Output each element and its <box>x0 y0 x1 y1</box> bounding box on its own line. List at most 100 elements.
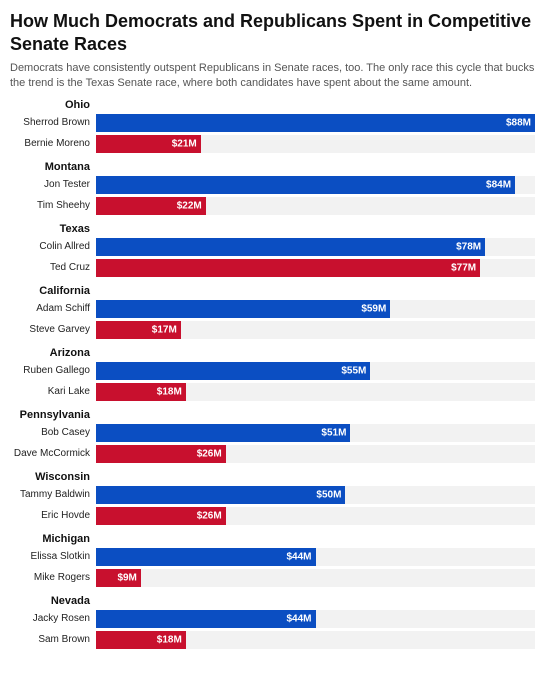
bar-track: $50M <box>96 486 535 504</box>
rep-bar: $17M <box>96 321 181 339</box>
state-name: California <box>10 285 90 297</box>
state-block: TexasColin Allred$78MTed Cruz$77M <box>10 223 535 277</box>
state-block: Wisconsin Tammy Baldwin $50M Eric Hovde $26M <box>10 471 535 525</box>
candidate-name: Tim Sheehy <box>10 200 96 211</box>
state-block: Nevada Jacky Rosen $44M Sam Brown $18M <box>10 595 535 649</box>
state-name: Michigan <box>10 533 90 545</box>
state-block: Arizona Ruben Gallego $55M Kari Lake $18M <box>10 347 535 401</box>
rep-bar: $9M <box>96 569 141 587</box>
bar-row: Ted Cruz $77M <box>10 259 535 277</box>
rep-bar: $26M <box>96 445 226 463</box>
bar-row: Jon Tester $84M <box>10 176 535 194</box>
bar-value: $17M <box>152 324 177 335</box>
senate-spending-chart: OhioSherrod Brown$88MBernie Moreno$21MMo… <box>10 99 535 649</box>
bar-row: Tammy Baldwin $50M <box>10 486 535 504</box>
state-block: Pennsylvania Bob Casey $51M Dave McCormick $… <box>10 409 535 463</box>
dem-bar: $88M <box>96 114 535 132</box>
bar-row: Dave McCormick $26M <box>10 445 535 463</box>
state-name: Pennsylvania <box>10 409 90 421</box>
candidate-name: Kari Lake <box>10 386 96 397</box>
bar-track: $88M <box>96 114 535 132</box>
bar-row: Bernie Moreno $21M <box>10 135 535 153</box>
state-name: Nevada <box>10 595 90 607</box>
bar-row: Adam Schiff$59M <box>10 300 535 318</box>
candidate-name: Jon Tester <box>10 179 96 190</box>
bar-row: Jacky Rosen $44M <box>10 610 535 628</box>
bar-value: $84M <box>486 179 511 190</box>
bar-value: $18M <box>157 386 182 397</box>
rep-bar: $77M <box>96 259 480 277</box>
bar-track: $26M <box>96 445 535 463</box>
bar-track: $18M <box>96 631 535 649</box>
bar-value: $88M <box>506 117 531 128</box>
bar-row: Sherrod Brown $88M <box>10 114 535 132</box>
bar-track: $84M <box>96 176 535 194</box>
candidate-name: Tammy Baldwin <box>10 489 96 500</box>
bar-row: Elissa Slotkin $44M <box>10 548 535 566</box>
bar-value: $50M <box>316 489 341 500</box>
bar-value: $59M <box>361 303 386 314</box>
bar-row: Ruben Gallego $55M <box>10 362 535 380</box>
rep-bar: $18M <box>96 383 186 401</box>
bar-value: $18M <box>157 634 182 645</box>
chart-title: How Much Democrats and Republicans Spent… <box>10 10 535 55</box>
dem-bar: $78M <box>96 238 485 256</box>
dem-bar: $55M <box>96 362 370 380</box>
state-block: Michigan Elissa Slotkin $44M Mike Rogers $9M <box>10 533 535 587</box>
bar-value: $9M <box>117 572 136 583</box>
bar-value: $22M <box>177 200 202 211</box>
candidate-name: Dave McCormick <box>10 448 96 459</box>
bar-row: Sam Brown $18M <box>10 631 535 649</box>
state-name: Arizona <box>10 347 90 359</box>
bar-track: $44M <box>96 610 535 628</box>
bar-track: $18M <box>96 383 535 401</box>
bar-value: $44M <box>286 551 311 562</box>
rep-bar: $22M <box>96 197 206 215</box>
candidate-name: Steve Garvey <box>10 324 96 335</box>
dem-bar: $44M <box>96 548 316 566</box>
state-block: Montana Jon Tester $84M Tim Sheehy $22M <box>10 161 535 215</box>
bar-track: $51M <box>96 424 535 442</box>
rep-bar: $26M <box>96 507 226 525</box>
candidate-name: Colin Allred <box>10 241 96 252</box>
bar-value: $55M <box>341 365 366 376</box>
state-name: Montana <box>10 161 90 173</box>
bar-value: $26M <box>197 448 222 459</box>
candidate-name: Mike Rogers <box>10 572 96 583</box>
state-block: California Adam Schiff$59M Steve Garvey $17… <box>10 285 535 339</box>
bar-row: Steve Garvey $17M <box>10 321 535 339</box>
bar-row: Tim Sheehy $22M <box>10 197 535 215</box>
candidate-name: Jacky Rosen <box>10 613 96 624</box>
dem-bar: $84M <box>96 176 515 194</box>
bar-value: $26M <box>197 510 222 521</box>
candidate-name: Elissa Slotkin <box>10 551 96 562</box>
bar-track: $59M <box>96 300 535 318</box>
bar-value: $51M <box>321 427 346 438</box>
bar-track: $77M <box>96 259 535 277</box>
bar-track: $26M <box>96 507 535 525</box>
bar-row: Eric Hovde $26M <box>10 507 535 525</box>
dem-bar: $50M <box>96 486 345 504</box>
bar-value: $21M <box>172 138 197 149</box>
candidate-name: Sherrod Brown <box>10 117 96 128</box>
bar-track: $21M <box>96 135 535 153</box>
candidate-name: Sam Brown <box>10 634 96 645</box>
bar-row: Mike Rogers $9M <box>10 569 535 587</box>
bar-value: $44M <box>286 613 311 624</box>
bar-track: $22M <box>96 197 535 215</box>
candidate-name: Bernie Moreno <box>10 138 96 149</box>
bar-track: $44M <box>96 548 535 566</box>
candidate-name: Eric Hovde <box>10 510 96 521</box>
state-block: OhioSherrod Brown$88MBernie Moreno$21M <box>10 99 535 153</box>
rep-bar: $18M <box>96 631 186 649</box>
candidate-name: Ruben Gallego <box>10 365 96 376</box>
dem-bar: $59M <box>96 300 390 318</box>
candidate-name: Bob Casey <box>10 427 96 438</box>
state-name: Wisconsin <box>10 471 90 483</box>
candidate-name: Ted Cruz <box>10 262 96 273</box>
chart-subtitle: Democrats have consistently outspent Rep… <box>10 61 535 91</box>
bar-value: $77M <box>451 262 476 273</box>
bar-track: $9M <box>96 569 535 587</box>
bar-track: $78M <box>96 238 535 256</box>
bar-track: $55M <box>96 362 535 380</box>
